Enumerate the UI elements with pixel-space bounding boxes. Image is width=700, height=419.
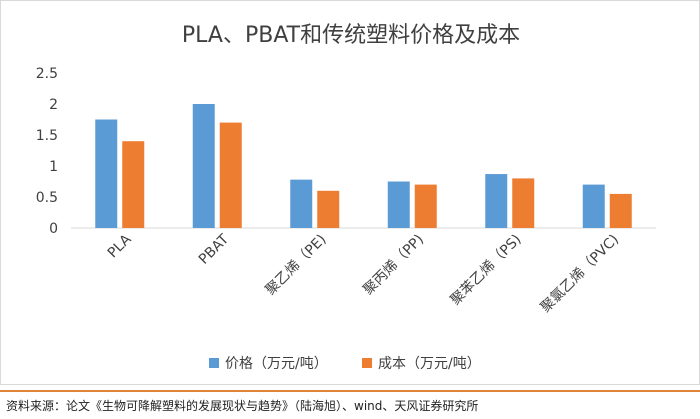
legend-item-price: 价格（万元/吨） xyxy=(209,353,328,373)
legend-item-cost: 成本（万元/吨） xyxy=(362,353,481,373)
bar-cost xyxy=(414,184,437,228)
bar-price xyxy=(290,179,313,228)
bar-cost xyxy=(219,122,242,228)
y-tick-label: 0 xyxy=(49,221,58,237)
x-tick-label: PLA xyxy=(105,231,135,261)
x-tick-label: 聚氯乙烯（PVC) xyxy=(538,232,622,316)
legend-label-cost: 成本（万元/吨） xyxy=(378,356,481,372)
bar-price xyxy=(95,119,118,228)
x-tick-label: PBAT xyxy=(196,231,232,267)
bar-cost xyxy=(122,141,145,228)
chart-frame: PLA、PBAT和传统塑料价格及成本 0 0.5 1 1.5 2 2.5 PLA PBAT 聚乙… xyxy=(0,0,700,385)
legend-label-price: 价格（万元/吨） xyxy=(225,356,328,372)
bar-price xyxy=(485,174,508,228)
bar-price xyxy=(387,181,410,228)
chart-title: PLA、PBAT和传统塑料价格及成本 xyxy=(181,23,521,48)
x-tick-label: 聚苯乙烯（PS) xyxy=(447,231,525,309)
legend-swatch-price xyxy=(209,358,219,368)
source-note: 资料来源：论文《生物可降解塑料的发展现状与趋势》（陆海旭）、wind、天风证券研… xyxy=(6,399,479,413)
divider xyxy=(0,390,700,392)
bar-cost xyxy=(317,190,340,228)
legend-swatch-cost xyxy=(362,358,372,368)
bar-cost xyxy=(609,193,632,228)
y-tick-label: 2.5 xyxy=(36,66,58,82)
bar-price xyxy=(582,184,605,228)
y-tick-label: 2 xyxy=(49,97,58,113)
y-tick-label: 0.5 xyxy=(36,190,58,206)
x-tick-label: 聚丙烯（PP) xyxy=(360,232,427,299)
y-tick-label: 1 xyxy=(49,159,58,175)
bar-price xyxy=(192,104,215,228)
x-tick-label: 聚乙烯（PE) xyxy=(263,232,330,299)
bar-chart: 0 0.5 1 1.5 2 2.5 PLA PBAT 聚乙烯（PE) 聚丙烯（PP) 聚苯乙烯（PS… xyxy=(36,66,656,316)
bar-cost xyxy=(512,178,535,228)
y-tick-label: 1.5 xyxy=(36,128,58,144)
